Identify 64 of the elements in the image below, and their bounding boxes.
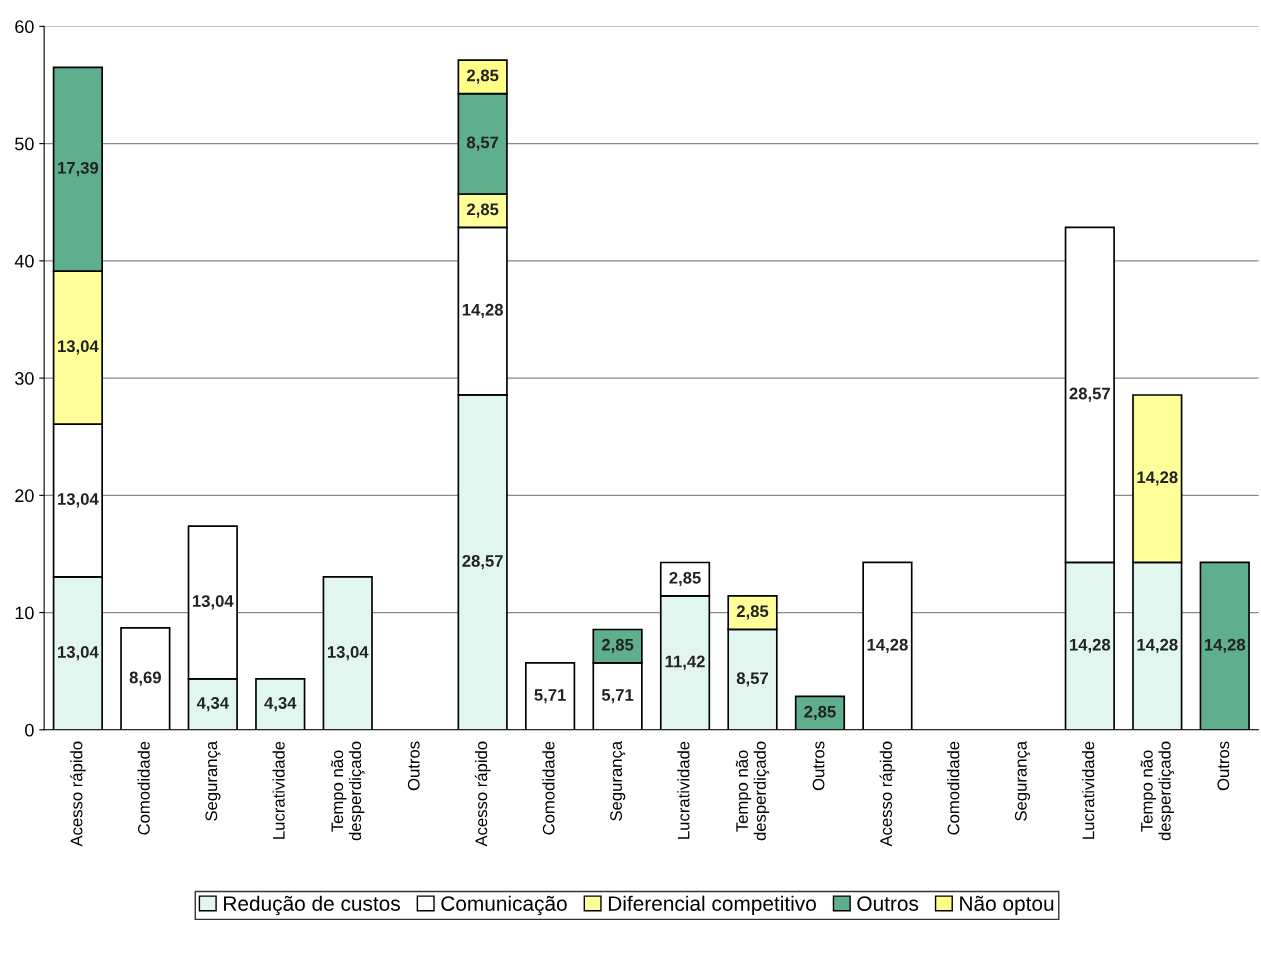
data-label: 4,34 (264, 697, 297, 712)
x-tick-label: Comodidade (137, 741, 150, 835)
data-label: 2,85 (467, 69, 499, 84)
x-tick-label: Tempo não desperdiçado (1140, 741, 1175, 841)
x-tick-label: Acesso rápido (70, 741, 86, 847)
data-label: 11,42 (665, 655, 705, 670)
data-label: 14,28 (1137, 638, 1178, 653)
data-label: 8,57 (736, 672, 768, 687)
data-label: 2,85 (467, 203, 499, 218)
legend-label: Comunicação (441, 895, 567, 916)
data-label: 14,28 (1137, 471, 1178, 486)
data-label: 14,28 (462, 303, 503, 319)
data-label: 13,04 (327, 646, 369, 661)
data-label: 8,57 (466, 136, 499, 151)
x-tick-label: Tempo não desperdiçado (735, 741, 770, 841)
data-label: 28,57 (1069, 387, 1110, 402)
legend-label: Outros (857, 896, 919, 911)
x-tick-label: Outros (812, 741, 825, 791)
data-label: 2,85 (736, 605, 769, 620)
bar (255, 678, 306, 730)
x-tick-label: Acesso rápido (879, 741, 896, 847)
y-tick-label: 0 (25, 723, 34, 737)
x-tick-label: Segurança (1014, 740, 1031, 821)
y-tick-label: 10 (15, 606, 34, 620)
x-tick-label: Outros (407, 741, 420, 791)
x-tick-label: Comodidade (947, 741, 960, 835)
y-tick-label: 20 (15, 489, 34, 503)
x-tick-label: Lucratividade (677, 741, 690, 839)
y-tick-label: 30 (15, 372, 34, 385)
data-label: 13,04 (58, 646, 99, 661)
data-label: 13,04 (192, 595, 234, 610)
data-label: 17,39 (58, 161, 99, 177)
data-label: 2,85 (601, 638, 634, 654)
x-tick-label: Outros (1217, 741, 1230, 791)
x-tick-label: Lucratividade (272, 741, 285, 839)
legend-label: Redução de custos (224, 895, 400, 916)
x-tick-label: Segurança (610, 740, 626, 821)
data-label: 8,69 (129, 671, 161, 686)
x-tick-label: Acesso rápido (474, 741, 491, 847)
data-label: 4,34 (196, 697, 229, 712)
x-tick-label: Comodidade (542, 741, 555, 835)
y-tick-label: 40 (14, 254, 34, 268)
bar (322, 576, 373, 730)
bar (1199, 561, 1250, 730)
x-tick-label: Lucratividade (1082, 741, 1095, 839)
data-label: 13,04 (58, 340, 99, 355)
bar (862, 561, 913, 730)
data-label: 5,71 (534, 689, 566, 704)
data-label: 14,28 (867, 638, 908, 653)
data-label: 13,04 (58, 493, 99, 508)
data-label: 28,57 (462, 555, 503, 570)
legend-label: Diferencial competitivo (608, 895, 816, 916)
data-label: 5,71 (601, 689, 634, 704)
data-label: 14,28 (1204, 638, 1246, 653)
data-label: 14,28 (1070, 638, 1111, 653)
data-label: 2,85 (804, 705, 836, 720)
y-tick-label: 50 (15, 137, 34, 151)
data-label: 2,85 (669, 571, 701, 587)
x-tick-label: Tempo não desperdiçado (331, 741, 365, 841)
bar (524, 662, 576, 730)
legend-label: Não optou (960, 895, 1054, 916)
bar (120, 627, 171, 730)
x-tick-label: Segurança (205, 740, 221, 821)
y-tick-label: 60 (15, 20, 34, 34)
